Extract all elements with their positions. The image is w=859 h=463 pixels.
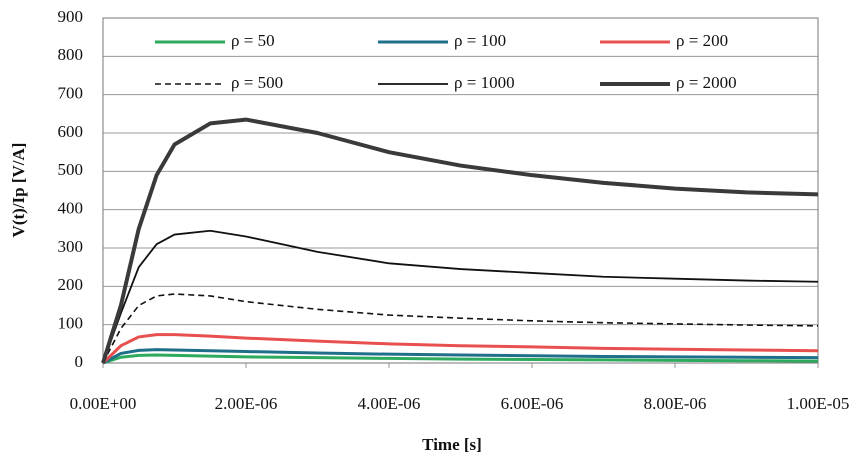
y-axis-label: V(t)/Ip [V/A] [9,143,28,238]
x-tick-label: 2.00E-06 [215,394,278,413]
x-axis-label: Time [s] [422,435,482,454]
legend-label: ρ = 200 [676,31,728,50]
legend-label: ρ = 100 [454,31,506,50]
y-tick-label: 400 [58,199,84,218]
legend-label: ρ = 500 [231,73,283,92]
legend-label: ρ = 50 [231,31,275,50]
x-tick-label: 8.00E-06 [644,394,707,413]
page: V(t)/Ip [V/A] Time [s] 0 100 200 300 400 500 6… [0,0,859,463]
x-tick-label: 1.00E-05 [787,394,850,413]
y-tick-label: 0 [75,352,84,371]
y-tick-label: 500 [58,160,84,179]
x-tick-label: 6.00E-06 [501,394,564,413]
y-tick-label: 200 [58,275,84,294]
legend-label: ρ = 1000 [454,73,515,92]
y-tick-label: 600 [58,122,84,141]
y-tick-label: 700 [58,84,84,103]
y-tick-label: 100 [58,314,84,333]
chart: V(t)/Ip [V/A] Time [s] 0 100 200 300 400 500 6… [0,0,859,463]
y-tick-label: 900 [58,7,84,26]
legend-label: ρ = 2000 [676,73,737,92]
y-tick-label: 800 [58,45,84,64]
x-tick-label: 0.00E+00 [70,394,137,413]
y-tick-label: 300 [58,237,84,256]
x-tick-label: 4.00E-06 [358,394,421,413]
